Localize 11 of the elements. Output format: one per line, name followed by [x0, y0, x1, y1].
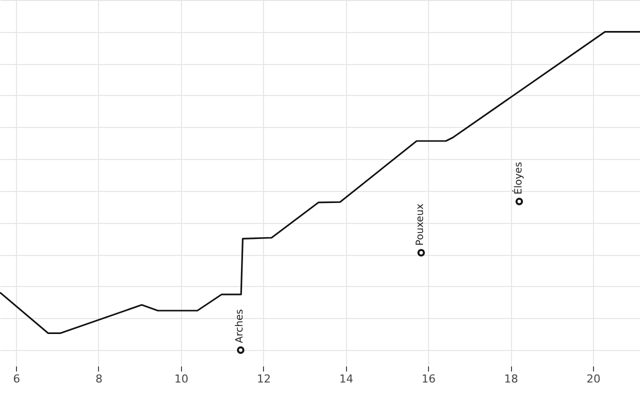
x-tick-label: 12: [256, 372, 271, 386]
x-tick-label: 18: [504, 372, 518, 386]
annotation: Arches: [234, 309, 246, 344]
x-tick-label: 14: [339, 372, 354, 386]
x-tick-label: 10: [174, 372, 188, 386]
x-tick-label: 8: [95, 372, 102, 386]
x-tick-label: 16: [422, 372, 436, 386]
annotation: Pouxeux: [415, 203, 426, 246]
x-tick-label: 20: [586, 372, 601, 386]
x-tick-label: 6: [13, 372, 20, 386]
annotation: Éloyes: [511, 162, 524, 194]
